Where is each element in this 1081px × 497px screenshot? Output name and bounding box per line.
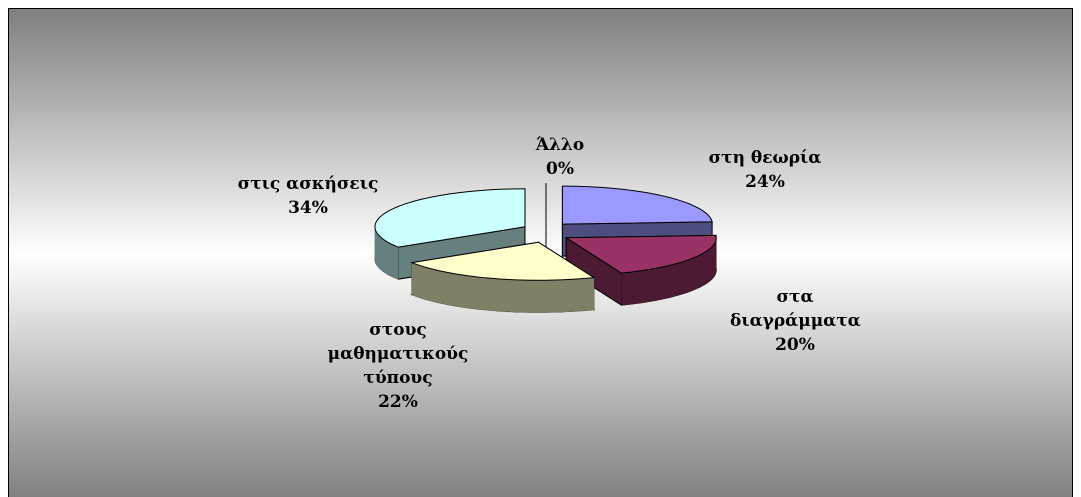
slice-wall bbox=[579, 278, 585, 312]
slice-wall bbox=[695, 255, 699, 290]
slice-wall bbox=[469, 275, 475, 309]
slice-wall bbox=[433, 269, 438, 303]
slice-top bbox=[374, 188, 526, 248]
value-label: 0% bbox=[546, 159, 574, 179]
slice-wall bbox=[429, 268, 434, 302]
slice-wall bbox=[390, 243, 394, 278]
slice-wall bbox=[643, 269, 649, 303]
slice-wall bbox=[426, 267, 431, 301]
pie bbox=[374, 183, 717, 313]
slice-wall bbox=[393, 244, 397, 279]
slice-top bbox=[564, 234, 717, 274]
slice-top bbox=[561, 185, 713, 225]
slice-wall bbox=[574, 278, 581, 312]
slice-wall bbox=[478, 276, 484, 310]
category-label: στη θεωρία bbox=[708, 148, 822, 168]
slice-wall bbox=[684, 259, 688, 294]
value-label: 34% bbox=[288, 198, 328, 218]
value-label: 22% bbox=[378, 392, 418, 412]
slice-wall bbox=[588, 277, 595, 311]
slice-wall bbox=[550, 279, 556, 313]
slice-wall bbox=[651, 267, 657, 302]
slice-top bbox=[410, 241, 596, 281]
slice-wall bbox=[530, 279, 537, 313]
slice-wall bbox=[674, 262, 679, 297]
slice-wall bbox=[423, 266, 428, 301]
data-label: στη θεωρία 24% bbox=[665, 146, 865, 194]
data-label: στα διαγράμματα 20% bbox=[730, 285, 861, 357]
slice-wall bbox=[414, 263, 418, 298]
data-label: στις ασκήσεις 34% bbox=[198, 172, 418, 220]
slice-wall bbox=[687, 258, 691, 293]
slice-wall bbox=[647, 268, 653, 303]
slice-wall bbox=[663, 265, 668, 300]
category-label: στους μαθηματικούς τύπους bbox=[327, 320, 469, 388]
slice-wall bbox=[417, 264, 421, 299]
slice-wall bbox=[506, 279, 512, 312]
slice-wall bbox=[482, 277, 488, 311]
slice-wall bbox=[452, 273, 457, 307]
slice-wall bbox=[639, 269, 644, 304]
slice-wall bbox=[625, 271, 631, 305]
slice-wall bbox=[699, 253, 703, 288]
slice-wall bbox=[540, 279, 547, 313]
slice-wall bbox=[520, 279, 527, 313]
slice-wall bbox=[515, 279, 522, 313]
slice-wall bbox=[496, 278, 503, 312]
slice-wall bbox=[565, 279, 571, 312]
data-label: Άλλο 0% bbox=[520, 133, 600, 181]
slice-wall bbox=[448, 272, 453, 306]
slice-wall bbox=[440, 270, 446, 305]
value-label: 20% bbox=[775, 335, 815, 355]
slice-wall bbox=[491, 278, 498, 312]
slice-wall bbox=[692, 256, 696, 291]
slice-wall bbox=[456, 273, 462, 308]
slice-wall bbox=[420, 265, 424, 300]
value-label: 24% bbox=[745, 172, 785, 192]
slice-wall bbox=[555, 279, 561, 313]
slice-wall bbox=[388, 242, 392, 277]
slice-wall bbox=[464, 275, 470, 309]
slice-wall bbox=[436, 269, 442, 304]
data-label: στους μαθηματικούς τύπους 22% bbox=[318, 318, 478, 414]
slice bbox=[410, 241, 596, 313]
category-label: στα διαγράμματα bbox=[730, 287, 861, 331]
slice-wall bbox=[697, 254, 701, 289]
slice-wall bbox=[511, 279, 517, 313]
slice-wall bbox=[621, 272, 627, 306]
slice-wall bbox=[460, 274, 466, 308]
slice-wall bbox=[473, 276, 479, 310]
category-label: Άλλο bbox=[535, 135, 585, 155]
slice-wall bbox=[667, 264, 672, 299]
slice-wall bbox=[677, 261, 682, 296]
slice-wall bbox=[634, 270, 640, 304]
slice-wall bbox=[569, 278, 576, 312]
slice-wall bbox=[584, 277, 590, 311]
slice-wall bbox=[545, 279, 551, 313]
slice-wall bbox=[659, 266, 665, 300]
slice-wall bbox=[501, 278, 507, 312]
slice-wall bbox=[689, 257, 694, 292]
slice-wall bbox=[444, 271, 449, 306]
slice-wall bbox=[680, 260, 685, 295]
slice-wall bbox=[670, 263, 675, 298]
slice-wall bbox=[702, 252, 705, 287]
slice-wall bbox=[630, 271, 636, 305]
category-label: στις ασκήσεις bbox=[237, 174, 379, 194]
slice-wall bbox=[525, 279, 532, 313]
slice bbox=[564, 234, 717, 307]
slice-wall bbox=[655, 267, 661, 301]
slice-wall bbox=[487, 277, 493, 311]
slice-wall bbox=[560, 279, 566, 313]
slice-wall bbox=[535, 279, 542, 313]
slice-wall bbox=[395, 245, 399, 280]
slice-wall bbox=[411, 262, 415, 297]
